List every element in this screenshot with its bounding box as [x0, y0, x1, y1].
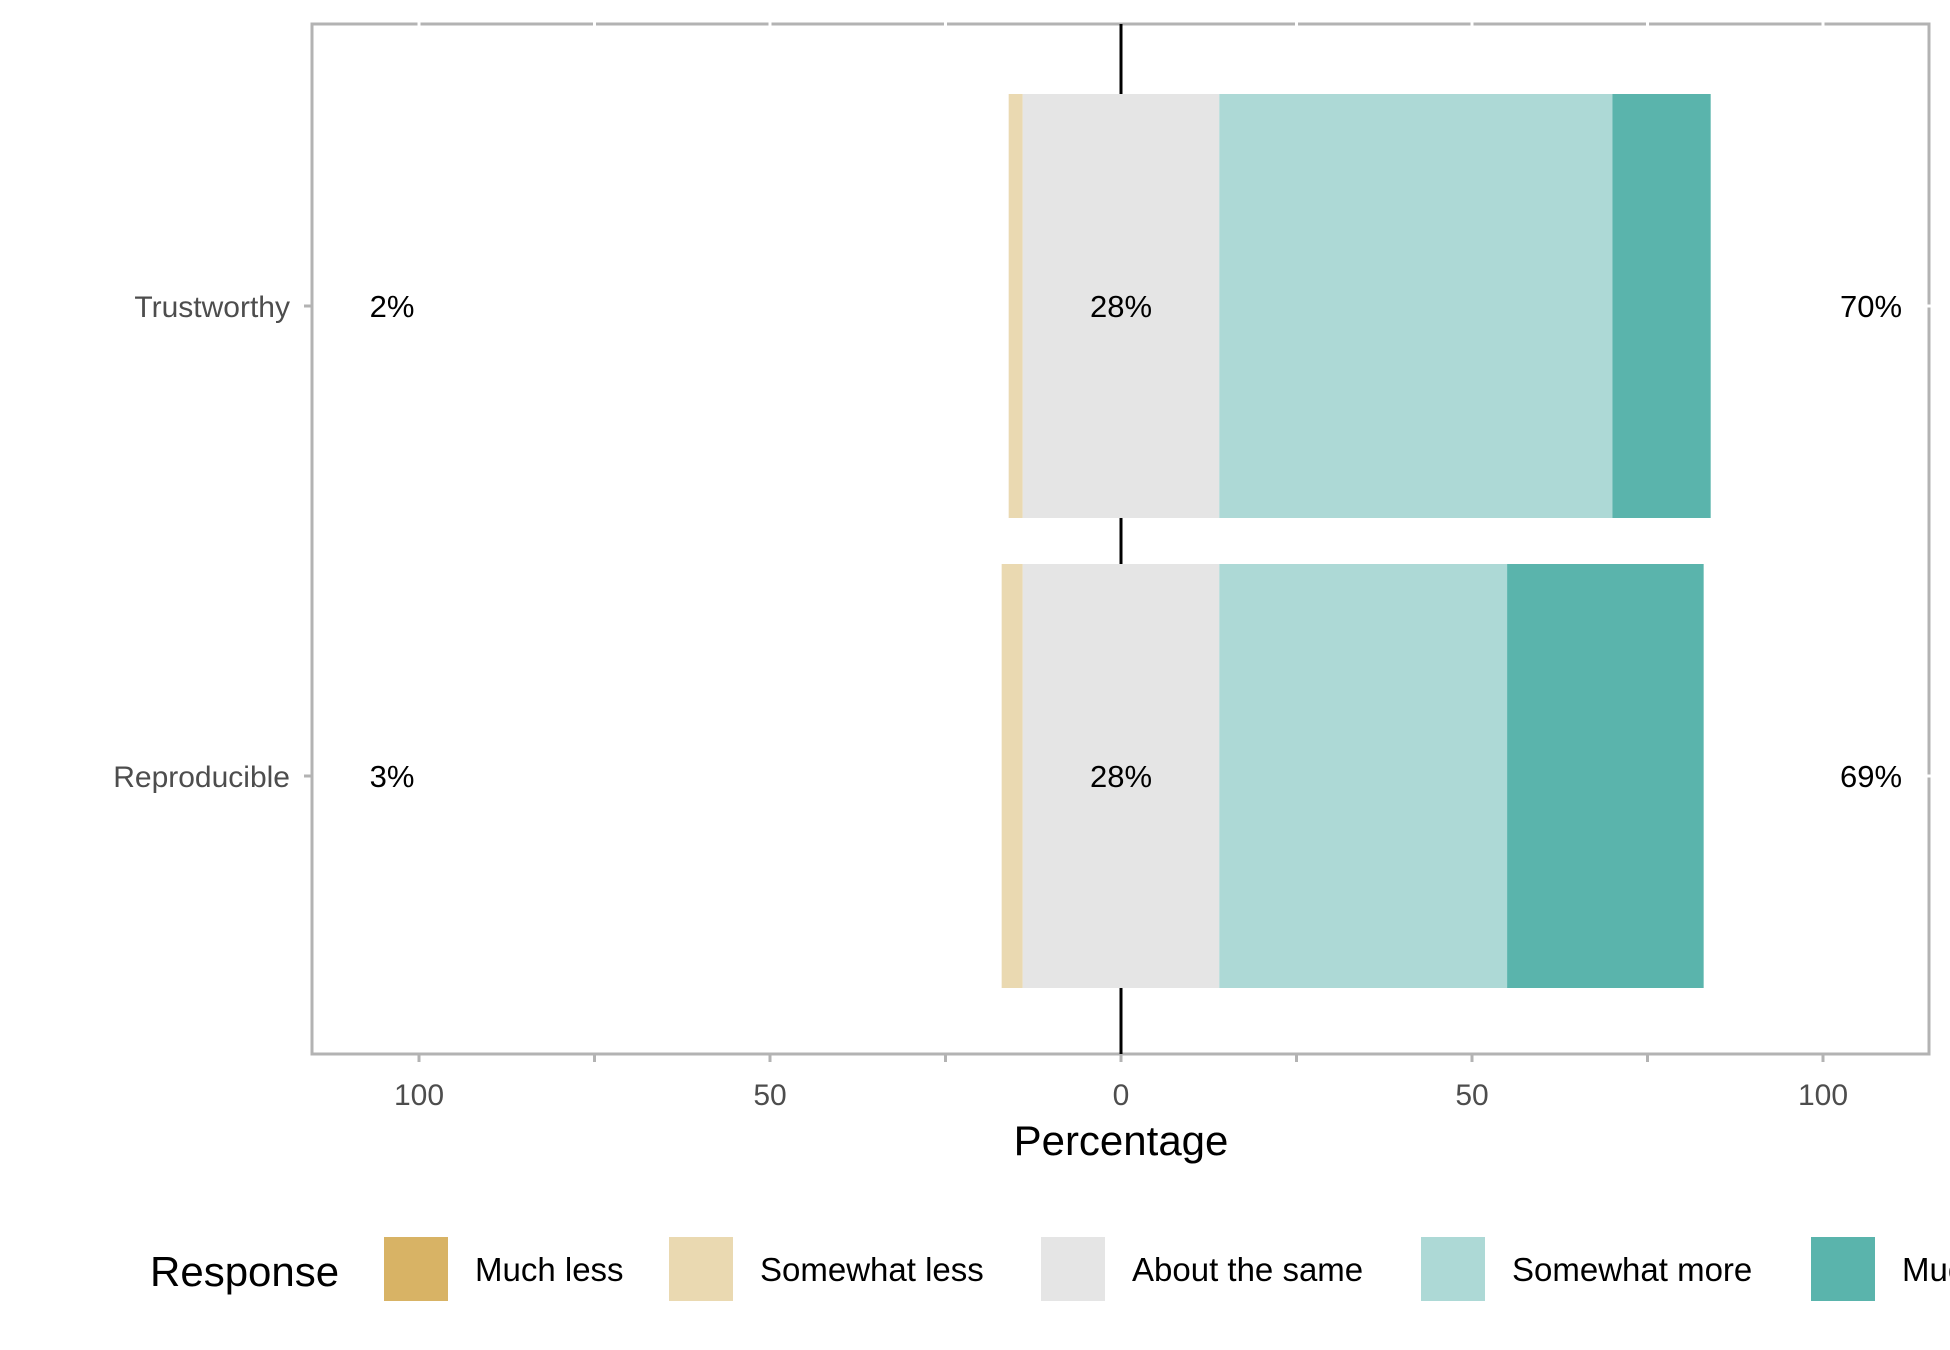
y-tick-label: Reproducible [113, 761, 290, 794]
bar-reproducible-about-the-same [1022, 564, 1220, 988]
x-tick-label: 50 [1455, 1079, 1488, 1112]
legend-key-somewhat-more [1419, 1235, 1487, 1303]
bar-trustworthy-somewhat-less [1008, 94, 1023, 518]
legend-title: Response [150, 1248, 339, 1295]
legend: Response Much less Somewhat less About the… [150, 1235, 1950, 1303]
legend-key-much-less [382, 1235, 450, 1303]
legend-key-about-the-same [1039, 1235, 1107, 1303]
legend-label: Somewhat less [760, 1251, 984, 1288]
y-tick-label: Trustworthy [134, 291, 290, 324]
ticks-layer: 100 50 0 50 100 Trustworthy Reproducible [113, 22, 1937, 1112]
x-tick-label: 100 [394, 1079, 444, 1112]
positive-percent-label: 69% [1840, 759, 1902, 794]
legend-label: Much less [475, 1251, 624, 1288]
bar-trustworthy-about-the-same [1022, 94, 1220, 518]
bar-trustworthy-somewhat-more [1219, 94, 1613, 518]
negative-percent-label: 2% [370, 289, 415, 324]
neutral-percent-label: 28% [1090, 289, 1152, 324]
x-tick-label: 50 [753, 1079, 786, 1112]
legend-label: Somewhat more [1512, 1251, 1752, 1288]
legend-label: Much more [1902, 1251, 1950, 1288]
neutral-percent-label: 28% [1090, 759, 1152, 794]
positive-percent-label: 70% [1840, 289, 1902, 324]
legend-key-much-more [1809, 1235, 1877, 1303]
legend-label: About the same [1132, 1251, 1363, 1288]
legend-key-somewhat-less [667, 1235, 735, 1303]
x-tick-label: 100 [1798, 1079, 1848, 1112]
bar-reproducible-somewhat-less [1001, 564, 1023, 988]
x-tick-label: 0 [1113, 1079, 1130, 1112]
bar-trustworthy-much-more [1612, 94, 1711, 518]
bar-reproducible-somewhat-more [1219, 564, 1508, 988]
bar-reproducible-much-more [1507, 564, 1704, 988]
labels-layer: 2% 28% 70% 3% 28% 69% [370, 289, 1902, 794]
negative-percent-label: 3% [370, 759, 415, 794]
x-axis-title: Percentage [1014, 1117, 1229, 1164]
bars-layer [1001, 94, 1711, 988]
